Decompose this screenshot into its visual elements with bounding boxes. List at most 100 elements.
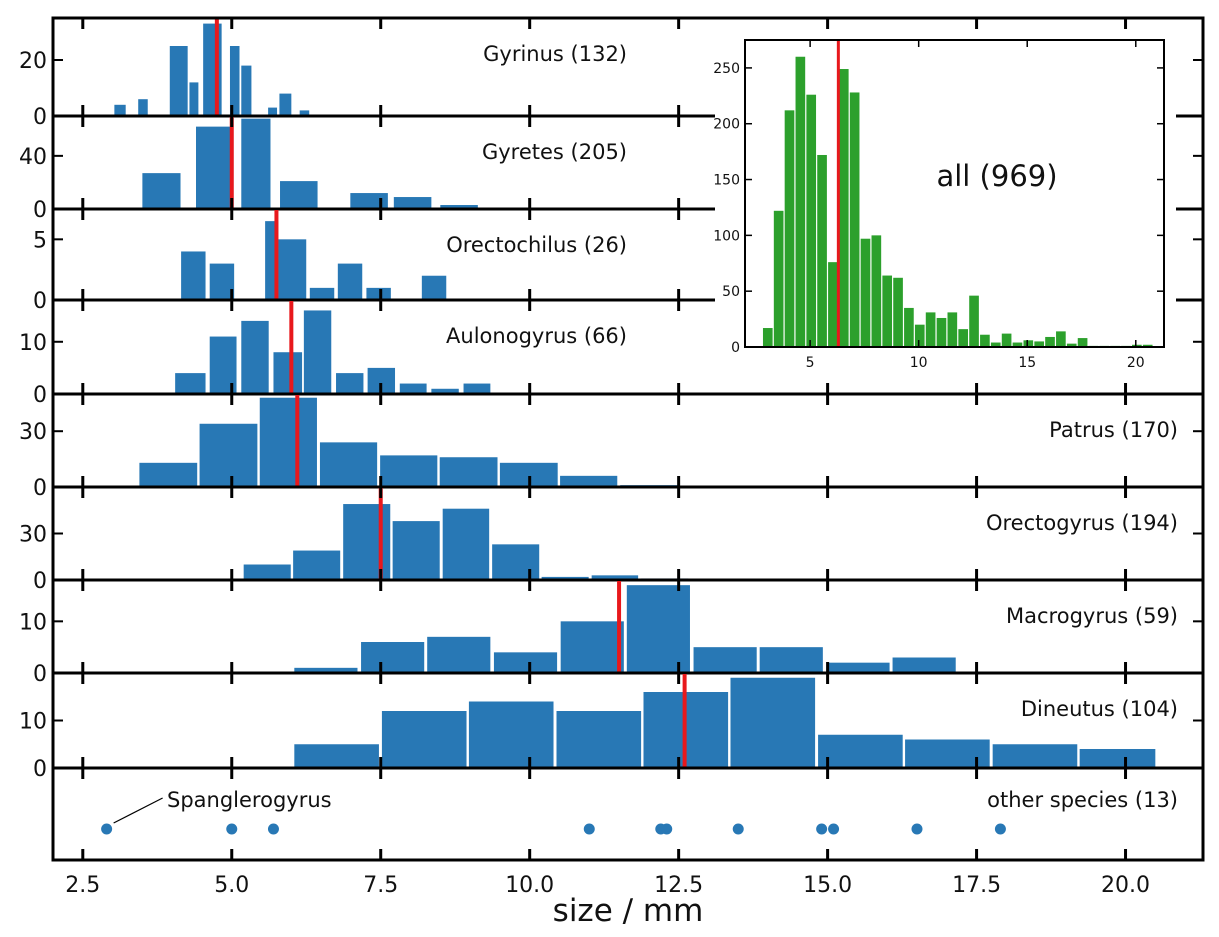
histogram-bar: [380, 455, 438, 487]
inset-bar: [1023, 340, 1034, 347]
histogram-bar: [392, 521, 440, 580]
histogram-bar: [427, 636, 491, 673]
histogram-bar: [278, 239, 307, 300]
species-point: [732, 823, 744, 835]
histogram-bar: [114, 104, 126, 116]
species-point: [267, 823, 279, 835]
y-tick-label: 10: [19, 331, 47, 356]
inset-y-tick-label: 0: [731, 340, 740, 356]
histogram-bar: [319, 442, 378, 487]
y-tick-label: 30: [19, 523, 47, 548]
histogram-bar: [241, 118, 271, 209]
inset-y-tick-label: 150: [713, 173, 740, 189]
histogram-bar: [350, 193, 388, 209]
histogram-bar: [169, 46, 188, 116]
histogram-bar: [229, 46, 240, 116]
y-tick-label: 0: [33, 476, 47, 501]
inset-bar: [806, 94, 817, 348]
histogram-bar: [442, 508, 490, 580]
inset-bar: [1066, 343, 1077, 347]
y-tick-label: 20: [19, 49, 47, 74]
histogram-bar: [259, 397, 317, 487]
inset-bar: [1045, 336, 1055, 347]
x-tick-label: 7.5: [363, 873, 398, 898]
x-tick-label: 10.0: [505, 873, 554, 898]
histogram-bar: [181, 251, 206, 300]
inset-bar: [1142, 344, 1153, 347]
inset-y-tick-label: 100: [713, 228, 740, 244]
histogram-bar: [337, 263, 363, 300]
panel-8: 0 10 Dineutus (104): [19, 673, 1203, 782]
species-point: [226, 823, 238, 835]
histogram-bar: [560, 475, 618, 487]
histogram-bar: [303, 310, 332, 394]
inset-bar: [1132, 344, 1142, 347]
histogram-bar: [393, 197, 432, 209]
histogram-bar: [209, 263, 235, 300]
histogram-bar: [493, 652, 558, 673]
panel-label: Orectogyrus (194): [986, 511, 1178, 535]
inset-bar: [1001, 333, 1012, 347]
x-tick-label: 2.5: [65, 873, 100, 898]
histogram-bar: [294, 744, 379, 768]
histogram-bar: [560, 621, 624, 673]
histogram-bar: [730, 677, 816, 768]
inset-x-tick-label: 5: [806, 355, 815, 371]
x-tick-label: 20.0: [1101, 873, 1150, 898]
histogram-bar: [309, 287, 335, 300]
inset-x-tick-label: 10: [910, 355, 928, 371]
histogram-bar: [556, 711, 642, 768]
histogram-bar: [361, 642, 425, 673]
histogram-bar: [280, 181, 318, 209]
panel-4: 0 10 Aulonogyrus (66): [19, 300, 1203, 408]
histogram-bar: [541, 576, 589, 580]
histogram-bar: [241, 320, 269, 394]
inset-bar: [1077, 338, 1088, 347]
x-tick-label: 5.0: [214, 873, 249, 898]
histogram-bar: [196, 126, 234, 209]
histogram-bar: [293, 550, 341, 580]
histogram-bar: [440, 205, 478, 209]
y-tick-label: 10: [19, 710, 47, 735]
histogram-bar: [241, 65, 252, 116]
inset-bar: [936, 317, 947, 347]
panel-label: Dineutus (104): [1021, 697, 1178, 721]
inset-histogram: 0 50 100 150 200 250 5 10 15 20 all (969): [713, 32, 1176, 381]
histogram-bar: [399, 383, 427, 394]
histogram-bar: [381, 711, 467, 768]
histogram-bar: [336, 373, 364, 394]
inset-y-tick-label: 250: [713, 61, 740, 77]
histogram-bar: [1079, 749, 1156, 768]
inset-bar: [990, 342, 1001, 347]
histogram-bar: [421, 275, 447, 300]
inset-bar: [817, 154, 827, 347]
histogram-bar: [294, 667, 358, 673]
inset-bar: [795, 56, 806, 347]
histogram-bar: [492, 544, 540, 580]
histogram-bar: [139, 462, 198, 487]
histogram-bar: [826, 662, 890, 673]
other-species-panel: Spanglerogyrus other species (13): [81, 768, 1178, 860]
species-point: [911, 823, 923, 835]
annotation-leader-line: [113, 797, 163, 824]
y-tick-label: 0: [33, 198, 47, 223]
x-axis: 2.5 5.0 7.5 10.0 12.5 15.0 17.5 20.0: [51, 16, 1205, 898]
panel-5: 0 30 Patrus (170): [19, 394, 1203, 501]
species-point: [994, 823, 1006, 835]
x-tick-label: 15.0: [803, 873, 852, 898]
histogram-bar: [693, 647, 757, 673]
histogram-bar: [431, 388, 459, 394]
inset-bar: [893, 277, 903, 347]
panel-label: Macrogyrus (59): [1006, 604, 1178, 628]
inset-label: all (969): [936, 159, 1057, 193]
panel-label: Patrus (170): [1049, 418, 1178, 442]
histogram-bar: [892, 657, 956, 673]
histogram-bar: [818, 734, 903, 768]
species-point: [583, 823, 595, 835]
panel-2: 0 40 Gyretes (205): [19, 116, 1203, 223]
inset-x-tick-label: 15: [1018, 355, 1036, 371]
inset-bar: [1012, 342, 1023, 347]
inset-bar: [958, 329, 969, 347]
histogram-bar: [299, 110, 310, 116]
